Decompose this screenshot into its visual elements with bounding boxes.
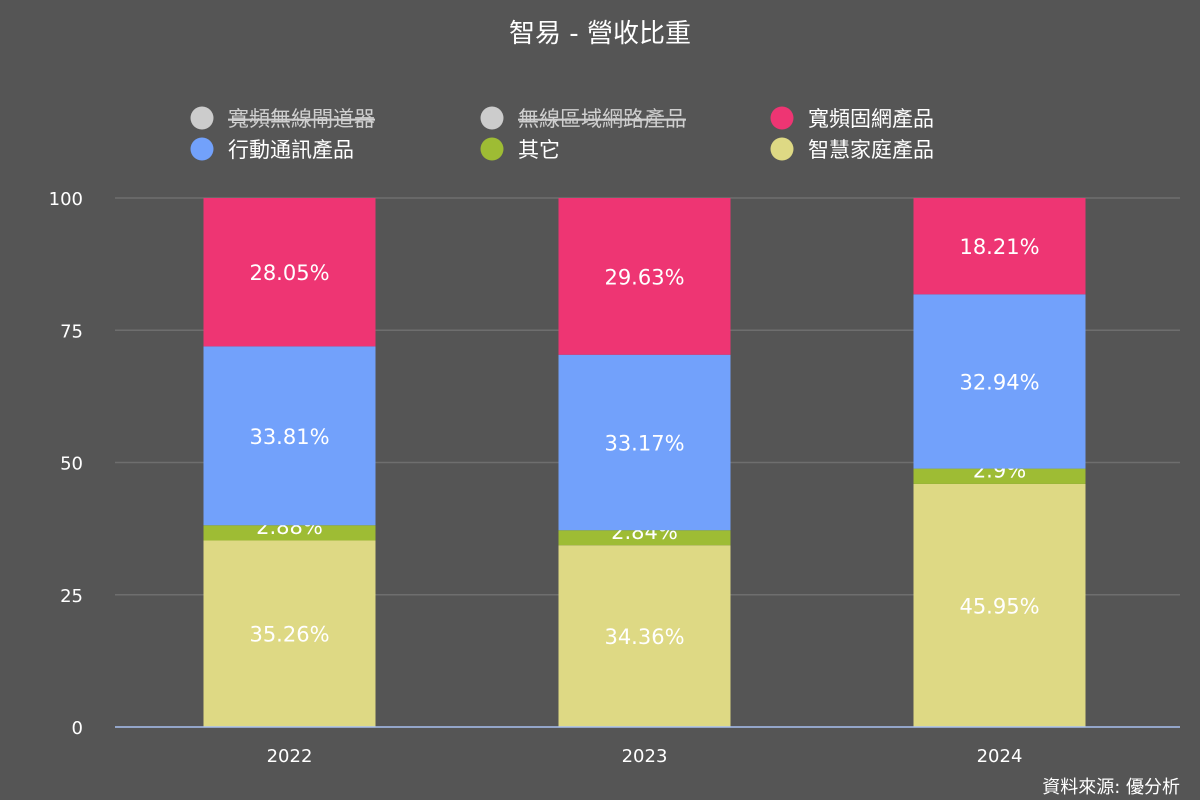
legend-marker	[770, 137, 794, 161]
y-tick-label: 25	[60, 586, 83, 607]
legend-item[interactable]: 其它	[480, 137, 561, 163]
x-tick-label: 2024	[977, 746, 1023, 767]
bar-segment[interactable]	[558, 530, 731, 546]
y-tick-label: 0	[72, 718, 83, 739]
legend-item[interactable]: 智慧家庭產品	[770, 137, 935, 163]
legend-marker	[770, 106, 794, 130]
x-tick-label: 2022	[267, 746, 313, 767]
x-tick-label: 2023	[622, 746, 668, 767]
bar-segment[interactable]	[913, 468, 1086, 484]
legend-label: 寬頻無線閘道器	[228, 107, 375, 131]
legend-label: 行動通訊產品	[228, 138, 354, 162]
x-axis-ticks: 2022 2023 2024	[267, 746, 1023, 767]
bar-segment[interactable]	[203, 346, 376, 526]
bar-stack-2023: 34.36%2.84%33.17%29.63%	[558, 198, 731, 727]
data-label: 28.05%	[249, 261, 329, 285]
bar-segment[interactable]	[913, 483, 1086, 727]
bar-segment[interactable]	[203, 540, 376, 727]
y-tick-label: 75	[60, 321, 83, 342]
chart-title: 智易 - 營收比重	[509, 19, 691, 49]
data-label: 18.21%	[959, 235, 1039, 259]
legend-marker	[480, 137, 504, 161]
legend-item[interactable]: 寬頻無線閘道器	[190, 106, 376, 132]
legend-marker	[190, 106, 214, 130]
bar-segment[interactable]	[203, 525, 376, 541]
data-label: 35.26%	[249, 623, 329, 647]
bar-stack-2024: 45.95%2.9%32.94%18.21%	[913, 198, 1086, 727]
bar-segment[interactable]	[558, 354, 731, 531]
legend-marker	[480, 106, 504, 130]
y-tick-label: 50	[60, 454, 83, 475]
bar-stack-2022: 35.26%2.88%33.81%28.05%	[203, 198, 376, 727]
legend-item[interactable]: 寬頻固網產品	[770, 106, 935, 132]
y-tick-label: 100	[49, 189, 83, 210]
bars: 35.26%2.88%33.81%28.05%34.36%2.84%33.17%…	[203, 198, 1086, 727]
data-label: 33.17%	[604, 431, 684, 455]
legend-item[interactable]: 行動通訊產品	[190, 137, 355, 163]
data-label: 29.63%	[604, 265, 684, 289]
bar-segment[interactable]	[558, 545, 731, 727]
data-label: 34.36%	[604, 625, 684, 649]
legend-label: 智慧家庭產品	[808, 138, 934, 162]
data-label: 32.94%	[959, 370, 1039, 394]
bar-segment[interactable]	[558, 198, 731, 355]
legend-label: 寬頻固網產品	[808, 107, 934, 131]
data-label: 33.81%	[249, 425, 329, 449]
legend-marker	[190, 137, 214, 161]
legend-item[interactable]: 無線區域網路產品	[480, 106, 687, 132]
data-label: 45.95%	[959, 594, 1039, 618]
bar-segment[interactable]	[203, 198, 376, 347]
bar-segment[interactable]	[913, 198, 1086, 295]
y-axis-ticks: 0 25 50 75 100	[49, 189, 83, 739]
legend-label: 無線區域網路產品	[518, 107, 686, 131]
source-note: 資料來源: 優分析	[1042, 777, 1180, 798]
bar-segment[interactable]	[913, 294, 1086, 469]
legend-label: 其它	[518, 138, 560, 162]
